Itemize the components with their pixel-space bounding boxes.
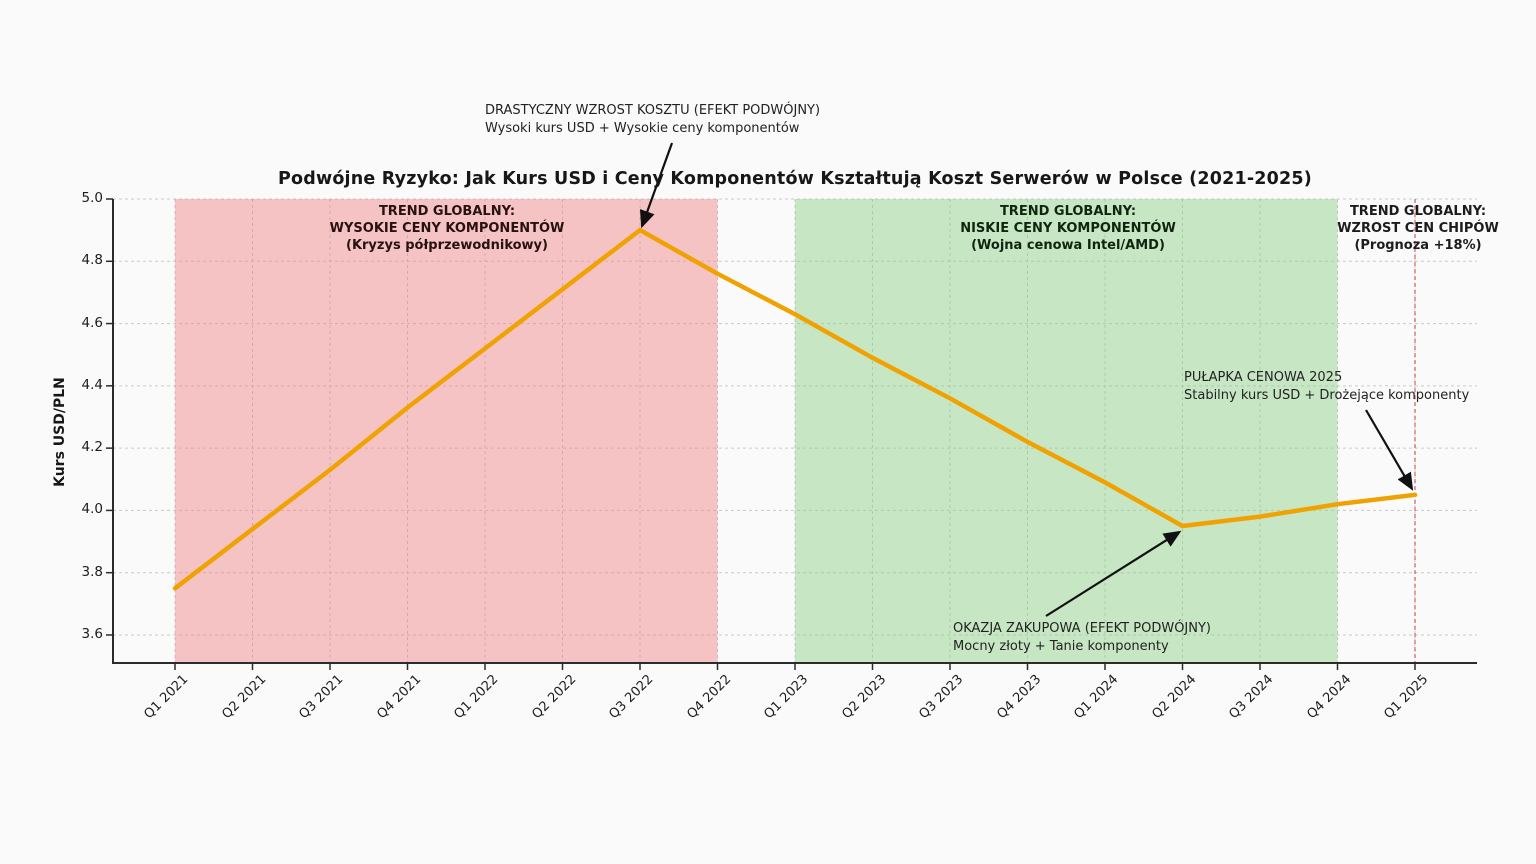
- y-tick-label: 4.8: [81, 252, 103, 269]
- region-label-chip-price-increase: TREND GLOBALNY: WZROST CEN CHIPÓW (Progn…: [1318, 203, 1518, 254]
- green-trend-band: [795, 199, 1338, 663]
- annotation-line: DRASTYCZNY WZROST KOSZTU (EFEKT PODWÓJNY…: [485, 103, 821, 118]
- arrow-price-trap: [1365, 409, 1414, 491]
- usd-pln-line: [172, 227, 1418, 591]
- arrow-buying-opportunity: [1045, 530, 1182, 617]
- region-label-high-component-prices: TREND GLOBALNY: WYSOKIE CENY KOMPONENTÓW…: [247, 203, 647, 254]
- annotation-line: Stabilny kurs USD + Drożejące komponenty: [1184, 388, 1470, 403]
- region-label-line: (Wojna cenowa Intel/AMD): [971, 238, 1165, 253]
- region-label-line: WYSOKIE CENY KOMPONENTÓW: [329, 221, 565, 236]
- y-tick-label: 5.0: [81, 190, 103, 206]
- y-tick-label: 3.6: [81, 625, 103, 642]
- y-tick-label: 4.4: [81, 376, 103, 393]
- red-trend-band: [175, 199, 718, 663]
- chart-title: Podwójne Ryzyko: Jak Kurs USD i Ceny Kom…: [277, 169, 1313, 189]
- y-tick-label: 4.6: [81, 314, 103, 331]
- y-tick-label: 4.2: [81, 439, 103, 456]
- annotation-line: Wysoki kurs USD + Wysokie ceny komponent…: [485, 121, 800, 136]
- y-tick-label: 3.8: [81, 563, 103, 580]
- annotation-price-trap-2025: PUŁAPKA CENOWA 2025 Stabilny kurs USD + …: [1184, 369, 1469, 405]
- annotation-drastic-cost-increase: DRASTYCZNY WZROST KOSZTU (EFEKT PODWÓJNY…: [485, 102, 820, 138]
- region-label-low-component-prices: TREND GLOBALNY: NISKIE CENY KOMPONENTÓW …: [868, 203, 1268, 254]
- y-axis-title: Kurs USD/PLN: [52, 377, 68, 487]
- annotation-buying-opportunity: OKAZJA ZAKUPOWA (EFEKT PODWÓJNY) Mocny z…: [953, 620, 1211, 656]
- y-tick-label: 4.0: [81, 501, 103, 518]
- annotation-line: OKAZJA ZAKUPOWA (EFEKT PODWÓJNY): [953, 621, 1211, 636]
- region-label-line: TREND GLOBALNY:: [999, 204, 1137, 219]
- annotation-line: PUŁAPKA CENOWA 2025: [1184, 370, 1343, 385]
- region-label-line: (Prognoza +18%): [1354, 238, 1482, 253]
- annotation-line: Mocny złoty + Tanie komponenty: [953, 639, 1169, 654]
- region-label-line: WZROST CEN CHIPÓW: [1337, 221, 1499, 236]
- region-label-line: TREND GLOBALNY:: [378, 204, 516, 219]
- region-label-line: NISKIE CENY KOMPONENTÓW: [960, 221, 1176, 236]
- arrow-drastic-cost-increase: [639, 142, 674, 229]
- region-label-line: (Kryzys półprzewodnikowy): [346, 238, 548, 253]
- region-label-line: TREND GLOBALNY:: [1349, 204, 1487, 219]
